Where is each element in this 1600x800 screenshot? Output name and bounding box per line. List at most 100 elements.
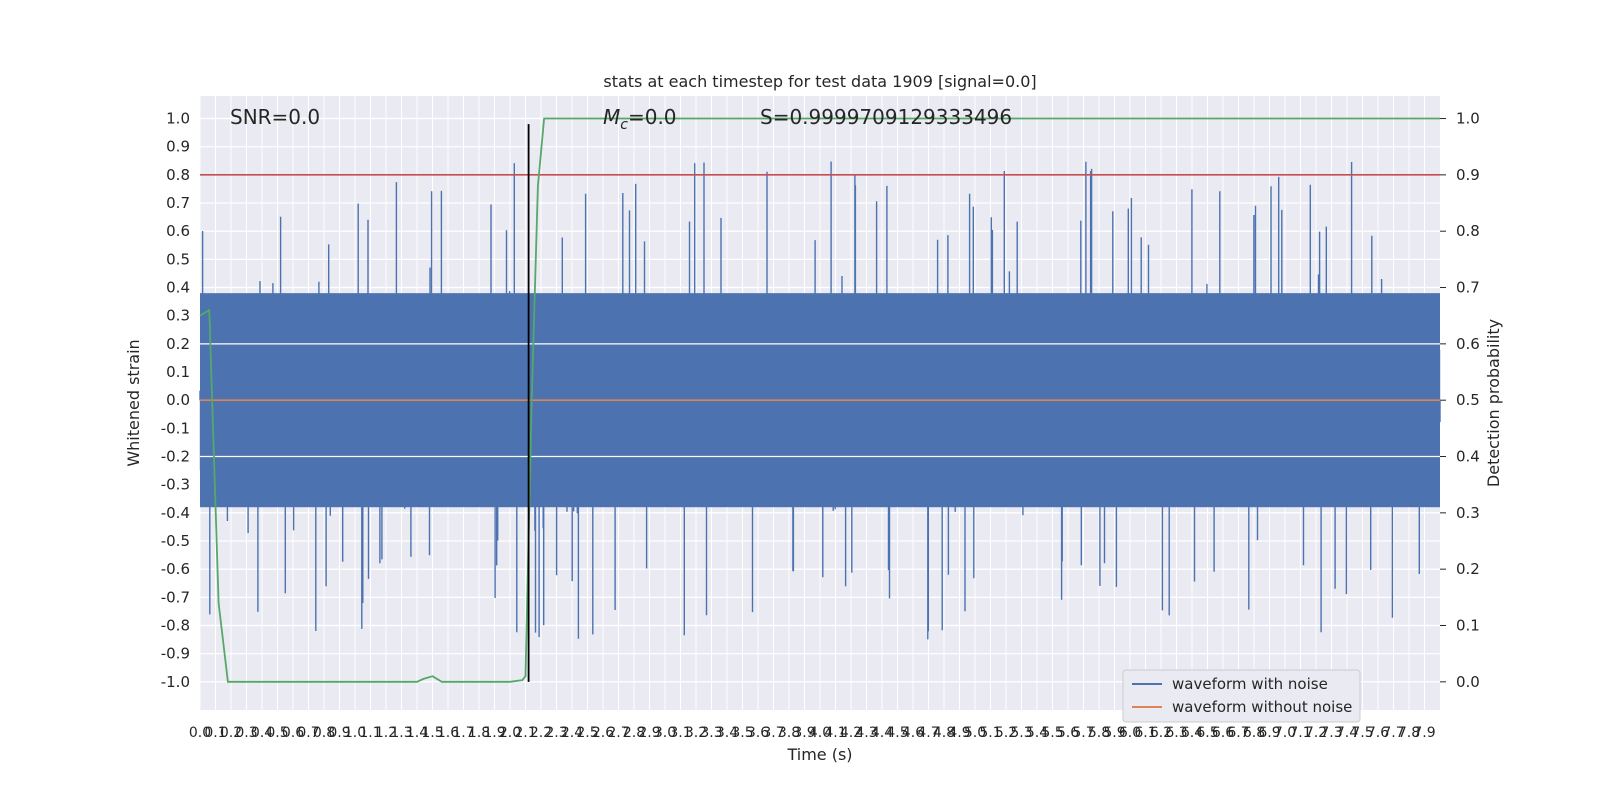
x-tick-label: 0.9 [328, 725, 350, 741]
x-tick-label: 2.6 [592, 725, 614, 741]
y-tick-label: 0.0 [166, 391, 190, 409]
x-tick-label: 4.4 [871, 725, 893, 741]
mc-value: =0.0 [628, 105, 677, 129]
mc-subscript: c [620, 117, 628, 133]
y-tick-label: 0.6 [166, 222, 190, 240]
y-tick-label: -0.9 [161, 645, 190, 663]
y-tick-label: -0.3 [161, 476, 190, 494]
chart-overlays [199, 117, 1440, 683]
y-tick-label: 1.0 [166, 110, 190, 128]
x-tick-label: 4.8 [933, 725, 955, 741]
x-tick-label: 3.7 [762, 725, 784, 741]
y-tick-label: -0.2 [161, 448, 190, 466]
x-tick-label: 7.9 [1413, 725, 1435, 741]
x-tick-label: 7.3 [1320, 725, 1342, 741]
x-tick-label: 5.2 [995, 725, 1017, 741]
x-tick-label: 5.4 [1026, 725, 1048, 741]
x-tick-label: 2.7 [607, 725, 629, 741]
y-tick-label: 0.5 [166, 250, 190, 268]
y-tick-label: -0.1 [161, 419, 190, 437]
y-right-tick-label: 0.6 [1456, 335, 1480, 353]
legend-label-clean: waveform without noise [1172, 698, 1352, 716]
x-tick-label: 6.7 [1227, 725, 1249, 741]
x-tick-label: 1.7 [452, 725, 474, 741]
x-tick-label: 0.5 [266, 725, 288, 741]
x-tick-label: 1.4 [406, 725, 428, 741]
x-tick-label: 0.1 [204, 725, 226, 741]
x-tick-label: 3.4 [716, 725, 738, 741]
x-tick-label: 6.3 [1165, 725, 1187, 741]
y-tick-label: 0.7 [166, 194, 190, 212]
y-tick-label: -0.8 [161, 617, 190, 635]
x-tick-label: 1.1 [359, 725, 381, 741]
x-tick-labels: 0.00.10.20.30.40.50.60.70.80.91.01.11.21… [189, 725, 1436, 741]
x-tick-label: 4.0 [809, 725, 831, 741]
x-tick-label: 7.2 [1305, 725, 1327, 741]
x-tick-label: 4.7 [917, 725, 939, 741]
y-tick-label: 0.4 [166, 279, 190, 297]
x-tick-label: 1.9 [483, 725, 505, 741]
x-tick-label: 6.9 [1258, 725, 1280, 741]
x-tick-label: 2.0 [499, 725, 521, 741]
y-tick-label: 0.3 [166, 307, 190, 325]
x-tick-label: 1.0 [344, 725, 366, 741]
y-tick-label: 0.1 [166, 363, 190, 381]
x-axis-label: Time (s) [786, 745, 852, 764]
x-tick-label: 2.5 [576, 725, 598, 741]
x-tick-label: 5.3 [1010, 725, 1032, 741]
x-tick-label: 6.0 [1119, 725, 1141, 741]
legend: waveform with noise waveform without noi… [1122, 669, 1361, 723]
x-tick-label: 6.4 [1181, 725, 1203, 741]
x-tick-label: 7.1 [1289, 725, 1311, 741]
y-right-tick-label: 1.0 [1456, 110, 1480, 128]
x-tick-label: 6.5 [1196, 725, 1218, 741]
snr-annotation: SNR=0.0 [230, 105, 320, 129]
y-right-tick-label: 0.8 [1456, 222, 1480, 240]
x-tick-label: 5.7 [1072, 725, 1094, 741]
x-tick-label: 1.8 [468, 725, 490, 741]
x-tick-label: 0.3 [235, 725, 257, 741]
y-tick-label: 0.2 [166, 335, 190, 353]
x-tick-label: 3.0 [654, 725, 676, 741]
x-tick-label: 3.1 [669, 725, 691, 741]
x-tick-label: 5.5 [1041, 725, 1063, 741]
x-tick-label: 7.5 [1351, 725, 1373, 741]
x-tick-label: 4.1 [824, 725, 846, 741]
x-tick-label: 6.1 [1134, 725, 1156, 741]
x-tick-label: 0.0 [189, 725, 211, 741]
y-tick-label: -0.6 [161, 560, 190, 578]
y-right-tick-labels: 1.0 0.9 0.8 0.7 0.6 0.5 0.4 0.3 0.2 0.1 0.0 [1456, 110, 1480, 691]
x-tick-label: 5.1 [979, 725, 1001, 741]
y-right-tick-label: 0.0 [1456, 673, 1480, 691]
x-tick-label: 2.2 [530, 725, 552, 741]
x-tick-label: 2.8 [623, 725, 645, 741]
x-tick-label: 6.8 [1243, 725, 1265, 741]
y-tick-label: 0.8 [166, 166, 190, 184]
y-tick-label: -0.5 [161, 532, 190, 550]
x-tick-label: 0.2 [220, 725, 242, 741]
x-tick-label: 7.0 [1274, 725, 1296, 741]
y-right-tick-label: 0.5 [1456, 391, 1480, 409]
chart-title: stats at each timestep for test data 190… [603, 72, 1036, 91]
y-axis-label: Whitened strain [124, 339, 143, 466]
s-annotation: S=0.9999709129333496 [760, 105, 1012, 129]
legend-box [1122, 669, 1361, 723]
x-tick-label: 6.2 [1150, 725, 1172, 741]
y-right-tick-label: 0.2 [1456, 560, 1480, 578]
x-tick-label: 5.0 [964, 725, 986, 741]
x-tick-label: 0.8 [313, 725, 335, 741]
x-tick-label: 4.6 [902, 725, 924, 741]
x-tick-label: 1.3 [390, 725, 412, 741]
x-tick-label: 7.4 [1336, 725, 1358, 741]
x-tick-label: 4.2 [840, 725, 862, 741]
x-tick-label: 2.4 [561, 725, 583, 741]
x-tick-label: 1.2 [375, 725, 397, 741]
x-tick-label: 3.8 [778, 725, 800, 741]
x-tick-label: 0.4 [251, 725, 273, 741]
y-right-tick-label: 0.9 [1456, 166, 1480, 184]
x-tick-label: 3.9 [793, 725, 815, 741]
x-tick-label: 3.6 [747, 725, 769, 741]
y-right-tick-label: 0.4 [1456, 448, 1480, 466]
mc-symbol: M [603, 105, 620, 129]
x-tick-label: 1.6 [437, 725, 459, 741]
